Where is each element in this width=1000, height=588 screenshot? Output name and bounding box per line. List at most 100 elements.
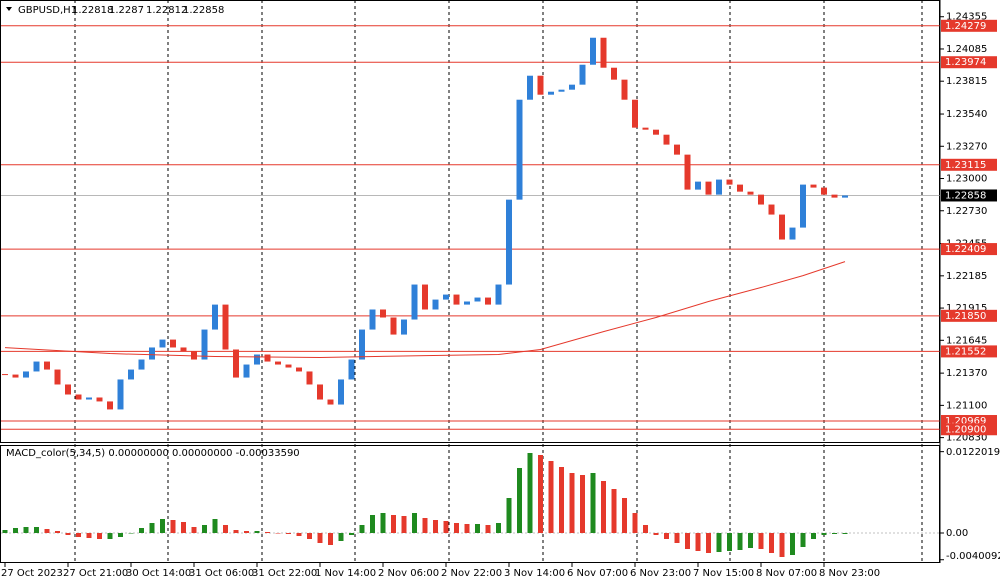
macd-bar xyxy=(454,523,459,533)
y-tick-label: 1.22730 xyxy=(946,206,987,217)
macd-bar xyxy=(779,533,785,557)
macd-bar xyxy=(496,523,501,533)
close-price: 1.22858 xyxy=(183,5,224,16)
macd-bar xyxy=(643,525,648,533)
level-label: 1.21850 xyxy=(945,311,986,322)
macd-bar xyxy=(118,533,123,537)
macd-bar xyxy=(370,515,375,533)
macd-bar xyxy=(590,473,596,533)
macd-bar xyxy=(170,520,176,533)
candle xyxy=(674,144,680,155)
macd-bar xyxy=(128,533,134,534)
x-tick-label: 30 Oct 14:00 xyxy=(126,568,191,579)
macd-bar xyxy=(86,533,92,538)
macd-title: MACD_color(5,34,5) 0.00000000 0.00000000… xyxy=(6,448,300,459)
macd-bar xyxy=(34,527,39,533)
macd-bar xyxy=(149,523,155,533)
candle xyxy=(653,129,659,135)
candle xyxy=(149,347,155,360)
macd-bar xyxy=(233,530,239,533)
candle xyxy=(611,67,617,80)
macd-bar xyxy=(811,533,816,539)
macd-bar xyxy=(443,521,449,533)
level-label-box xyxy=(941,158,997,171)
candle xyxy=(663,134,670,145)
macd-bar xyxy=(422,518,428,533)
candle xyxy=(558,89,565,92)
macd-bar xyxy=(97,533,102,539)
y-tick-label: 1.23815 xyxy=(946,76,987,87)
macd-bar xyxy=(349,533,354,535)
candle xyxy=(296,367,302,372)
x-tick-label: 31 Oct 22:00 xyxy=(252,568,317,579)
x-tick-label: 3 Nov 14:00 xyxy=(504,568,565,579)
x-tick-label: 2 Nov 06:00 xyxy=(378,568,439,579)
macd-bar xyxy=(601,481,606,533)
candle xyxy=(737,184,743,192)
level-label-box xyxy=(941,243,997,256)
candle xyxy=(180,347,187,352)
candle xyxy=(747,191,754,195)
candle xyxy=(44,361,50,370)
level-label-box xyxy=(941,423,997,436)
candle xyxy=(254,354,260,365)
candle xyxy=(359,329,365,360)
candle xyxy=(348,359,355,380)
candle xyxy=(75,394,82,400)
level-label: 1.21552 xyxy=(945,346,986,357)
candle xyxy=(726,179,733,185)
level-label: 1.22409 xyxy=(945,244,986,255)
macd-bar xyxy=(758,533,764,549)
candle xyxy=(621,79,628,100)
x-tick-label: 7 Nov 15:00 xyxy=(693,568,754,579)
macd-bar xyxy=(44,529,50,533)
candle xyxy=(474,297,481,302)
macd-bar xyxy=(706,533,711,553)
candle xyxy=(842,195,848,198)
candle xyxy=(411,284,418,320)
y-tick-label: 0.00 xyxy=(946,528,968,539)
candle xyxy=(327,399,334,405)
macd-bar xyxy=(485,525,491,533)
candle xyxy=(159,339,166,348)
candle xyxy=(243,364,250,378)
macd-bar xyxy=(359,525,365,533)
candle xyxy=(758,194,764,205)
macd-bar xyxy=(55,531,60,533)
macd-bar xyxy=(275,533,281,534)
macd-bar xyxy=(548,461,554,533)
low-price: 1.22812 xyxy=(146,5,187,16)
level-label: 1.23115 xyxy=(945,160,986,171)
x-tick-label: 6 Nov 07:00 xyxy=(567,568,628,579)
candle xyxy=(12,374,19,378)
candle xyxy=(33,361,40,372)
candle xyxy=(170,339,176,348)
candle xyxy=(306,371,313,385)
candle xyxy=(642,127,649,130)
level-label: 1.24279 xyxy=(945,21,986,32)
candle xyxy=(390,317,397,335)
x-tick-label: 31 Oct 06:00 xyxy=(189,568,254,579)
level-label-box xyxy=(941,345,997,358)
last-price-label: 1.22858 xyxy=(945,190,986,201)
last-price-box xyxy=(941,189,997,202)
candle xyxy=(548,91,554,95)
candle xyxy=(537,75,544,95)
candle xyxy=(789,227,796,240)
macd-bar xyxy=(653,533,659,535)
candle xyxy=(86,397,92,400)
macd-bar xyxy=(695,533,701,551)
macd-bar xyxy=(65,533,71,535)
collapse-icon[interactable] xyxy=(6,7,12,11)
candle xyxy=(212,304,218,330)
candle xyxy=(810,184,817,188)
macd-bar xyxy=(475,524,480,533)
candle xyxy=(401,319,407,335)
candle xyxy=(128,369,134,380)
candle xyxy=(632,99,638,128)
candle xyxy=(138,359,145,370)
macd-bar xyxy=(286,533,291,534)
candle xyxy=(600,37,607,68)
y-tick-label: 1.21370 xyxy=(946,368,987,379)
